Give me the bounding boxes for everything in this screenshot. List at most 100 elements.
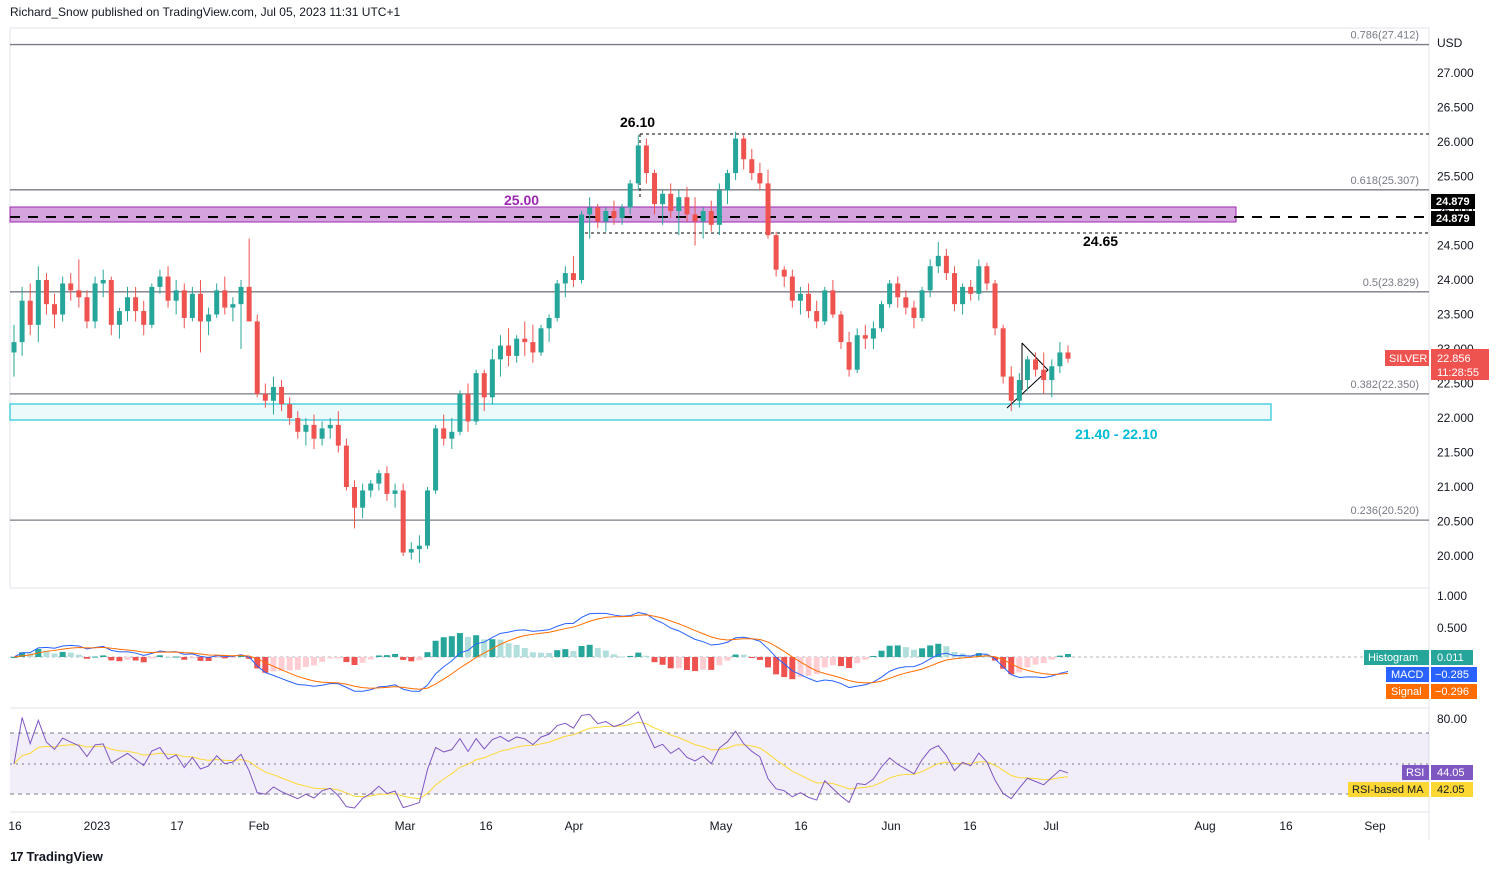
legend-rsi-value-bg xyxy=(1431,765,1473,780)
price-tick: 26.000 xyxy=(1437,135,1474,149)
legend-macd-bg xyxy=(1386,667,1429,682)
macd-bar xyxy=(108,657,115,661)
macd-bar xyxy=(416,657,423,661)
candle-body xyxy=(125,297,131,312)
macd-bar xyxy=(1048,657,1055,660)
candle-body xyxy=(230,304,236,308)
time-tick: 16 xyxy=(1279,819,1293,833)
candle-body xyxy=(173,290,179,301)
price-tick: 25.500 xyxy=(1437,170,1474,184)
candle-body xyxy=(303,424,309,432)
symbol-tag-bg xyxy=(1385,350,1429,366)
macd-bar xyxy=(148,657,155,659)
candle-body xyxy=(992,283,998,329)
legend-macd-value: −0.285 xyxy=(1435,669,1469,681)
fib-label: 0.5(23.829) xyxy=(1363,277,1419,289)
candle-body xyxy=(554,283,560,318)
macd-bar xyxy=(1032,657,1039,665)
macd-bar xyxy=(497,639,504,657)
macd-bar xyxy=(846,657,853,669)
macd-bar xyxy=(1056,655,1063,657)
macd-bar xyxy=(367,657,374,660)
candle-body xyxy=(806,293,812,312)
macd-bar xyxy=(748,657,755,658)
candle-body xyxy=(279,386,285,405)
macd-bar xyxy=(546,652,553,657)
macd-bar xyxy=(440,637,447,657)
macd-bar xyxy=(643,655,650,657)
candle-body xyxy=(676,197,682,211)
macd-bar xyxy=(335,657,342,659)
candle-body xyxy=(781,269,787,277)
candle-body xyxy=(352,487,358,508)
candle-body xyxy=(838,314,844,343)
macd-bar xyxy=(181,657,188,660)
candle-body xyxy=(530,342,536,353)
macd-bar xyxy=(529,652,536,657)
macd-bar xyxy=(11,657,17,658)
candle-body xyxy=(287,404,293,418)
fib-label: 0.786(27.412) xyxy=(1351,30,1420,42)
time-tick: Aug xyxy=(1194,819,1215,833)
macd-bar xyxy=(1016,657,1023,673)
candle-body xyxy=(11,342,17,353)
macd-bar xyxy=(75,654,82,657)
candle-body xyxy=(579,214,585,280)
candle-body xyxy=(465,393,471,422)
macd-bar xyxy=(610,654,617,657)
time-tick: 17 xyxy=(170,819,184,833)
macd-bar xyxy=(83,657,90,659)
macd-bar xyxy=(854,657,861,664)
legend-histogram-value-bg xyxy=(1431,650,1473,665)
candle-body xyxy=(1041,369,1047,381)
candle-body xyxy=(611,211,617,218)
price-tick: 21.500 xyxy=(1437,446,1474,460)
macd-bar xyxy=(886,645,893,657)
high-label: 26.10 xyxy=(620,114,655,130)
candle-body xyxy=(595,207,601,222)
tradingview-logo[interactable]: 17 TradingView xyxy=(10,849,103,864)
candle-body xyxy=(19,300,25,343)
candle-body xyxy=(862,335,868,339)
candle-body xyxy=(700,211,706,222)
macd-bar xyxy=(910,649,917,657)
legend-macd: MACD xyxy=(1391,669,1423,681)
candle-body xyxy=(984,266,990,284)
time-tick: Jun xyxy=(881,819,900,833)
candle-body xyxy=(741,138,747,160)
candle-body xyxy=(514,338,520,356)
macd-bar xyxy=(586,644,593,657)
candle-body xyxy=(433,428,439,491)
macd-bar xyxy=(286,657,293,671)
candle-body xyxy=(165,276,171,301)
time-tick: Jul xyxy=(1043,819,1058,833)
macd-bar xyxy=(554,650,561,657)
macd-bar xyxy=(124,657,131,660)
candle-body xyxy=(197,293,203,322)
macd-bar xyxy=(829,657,836,666)
candle-body xyxy=(368,483,374,491)
candle-body xyxy=(360,490,366,508)
macd-bar xyxy=(205,657,212,661)
candle-body xyxy=(68,283,74,291)
legend-signal-value: −0.296 xyxy=(1435,686,1469,698)
macd-bar xyxy=(392,653,399,657)
candle-body xyxy=(619,207,625,218)
macd-bar xyxy=(651,657,658,663)
macd-bar xyxy=(140,657,147,663)
candle-body xyxy=(522,338,528,343)
fib-label: 0.382(22.350) xyxy=(1351,379,1420,391)
candle-body xyxy=(692,214,698,222)
macd-bar xyxy=(343,657,350,663)
legend-rsi: RSI xyxy=(1406,767,1424,779)
candle-body xyxy=(497,345,503,360)
candle-body xyxy=(189,293,195,318)
candle-body xyxy=(887,283,893,305)
macd-bar xyxy=(197,657,204,661)
tradingview-logo-icon: 17 xyxy=(10,849,24,864)
macd-bar xyxy=(116,657,123,662)
macd-bar xyxy=(602,650,609,657)
macd-bar xyxy=(521,647,528,657)
macd-bar xyxy=(1008,657,1015,675)
